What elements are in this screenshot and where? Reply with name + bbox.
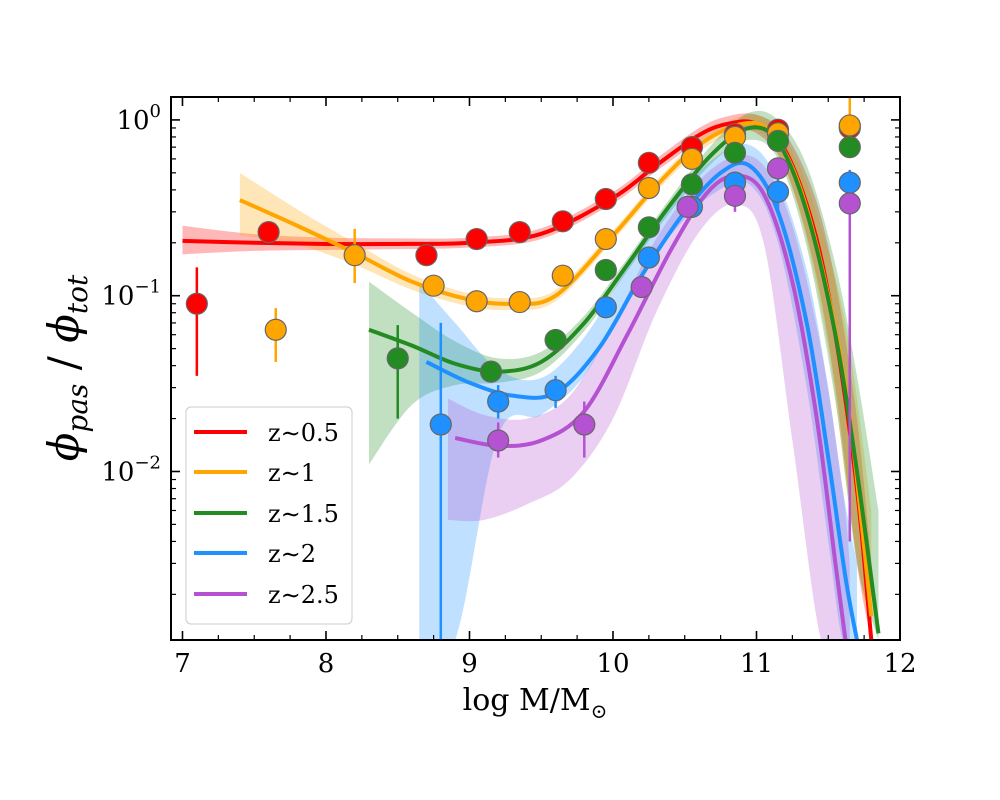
band-z15 bbox=[369, 110, 879, 640]
legend: z∼0.5 z∼1 z∼1.5 z∼2 z∼2.5 bbox=[185, 406, 353, 625]
x-tick-label: 11 bbox=[740, 649, 773, 679]
y-tick-label-base: 10 bbox=[101, 457, 134, 487]
data-point-z2 bbox=[838, 171, 861, 194]
data-point-z1 bbox=[680, 147, 704, 171]
data-point-z2 bbox=[594, 296, 617, 319]
y-axis-title-slash: / bbox=[39, 343, 88, 384]
x-tick-label: 8 bbox=[318, 649, 335, 679]
data-point-z2 bbox=[487, 390, 510, 413]
legend-box bbox=[185, 406, 353, 625]
data-point-z05 bbox=[465, 227, 488, 251]
data-point-z2 bbox=[429, 413, 452, 436]
legend-label: z∼2 bbox=[268, 540, 316, 568]
x-tick-label: 12 bbox=[883, 649, 916, 679]
data-point-z05 bbox=[637, 151, 660, 174]
data-point-z15 bbox=[544, 328, 567, 352]
data-point-z15 bbox=[723, 141, 747, 164]
data-point-z1 bbox=[838, 114, 861, 137]
data-point-z15 bbox=[479, 360, 503, 383]
y-axis-title-sub1: pas bbox=[61, 384, 94, 433]
data-point-z1 bbox=[551, 264, 574, 287]
y-axis-title-sub2: tot bbox=[61, 274, 94, 314]
data-point-z05 bbox=[257, 221, 280, 244]
y-tick-label: 100 bbox=[116, 101, 161, 136]
data-point-z1 bbox=[264, 318, 287, 341]
data-point-z15 bbox=[594, 258, 617, 282]
data-point-z25 bbox=[676, 195, 699, 219]
fit-line-z2 bbox=[425, 160, 859, 640]
data-point-z25 bbox=[630, 275, 653, 299]
data-point-z1 bbox=[422, 274, 445, 297]
y-axis-title-phi: ϕ bbox=[39, 433, 88, 462]
y-tick-label-base: 10 bbox=[101, 282, 134, 312]
legend-item-z05: z∼0.5 bbox=[194, 419, 339, 447]
legend-label: z∼0.5 bbox=[268, 419, 339, 447]
legend-item-z1: z∼1 bbox=[194, 459, 316, 487]
x-tick-label: 7 bbox=[174, 649, 191, 679]
data-point-z15 bbox=[386, 347, 409, 370]
y-tick-label: 10−1 bbox=[101, 277, 161, 312]
data-point-z1 bbox=[594, 227, 617, 251]
x-axis-title: log M/M⊙ bbox=[463, 683, 608, 723]
legend-label: z∼1.5 bbox=[268, 500, 339, 528]
data-point-z1 bbox=[637, 176, 660, 200]
legend-label: z∼2.5 bbox=[268, 581, 339, 609]
legend-label: z∼1 bbox=[268, 459, 316, 487]
data-point-z25 bbox=[766, 157, 790, 180]
data-point-z15 bbox=[838, 136, 861, 159]
data-point-z05 bbox=[551, 210, 574, 233]
legend-item-z15: z∼1.5 bbox=[194, 500, 339, 528]
x-axis-title-main: log M/M bbox=[463, 683, 591, 718]
y-axis-title: ϕpas / ϕtot bbox=[39, 274, 94, 461]
data-point-z15 bbox=[680, 173, 704, 196]
plot-frame bbox=[170, 96, 901, 641]
data-point-z2 bbox=[766, 180, 790, 203]
data-point-z05 bbox=[508, 221, 531, 244]
x-tick-label: 10 bbox=[596, 649, 629, 679]
x-axis-title-sub: ⊙ bbox=[591, 699, 608, 723]
data-point-z1 bbox=[508, 290, 531, 314]
data-point-z2 bbox=[637, 246, 660, 269]
data-point-z25 bbox=[838, 192, 861, 215]
data-point-z25 bbox=[723, 184, 747, 207]
data-points bbox=[185, 114, 861, 452]
x-tick-label: 9 bbox=[461, 649, 478, 679]
y-tick-label-base: 10 bbox=[116, 106, 149, 136]
band-z2 bbox=[419, 144, 857, 640]
data-point-z05 bbox=[415, 244, 438, 267]
y-tick-label-exponent: −1 bbox=[134, 277, 161, 298]
y-axis-title-phi2: ϕ bbox=[39, 314, 88, 343]
y-tick-label-exponent: 0 bbox=[150, 101, 161, 122]
data-point-z25 bbox=[487, 429, 510, 452]
data-point-z05 bbox=[594, 187, 617, 211]
data-point-z15 bbox=[637, 216, 660, 239]
legend-item-z2: z∼2 bbox=[194, 540, 316, 568]
data-point-z1 bbox=[465, 290, 488, 313]
data-point-z05 bbox=[185, 292, 208, 315]
data-point-z15 bbox=[766, 129, 790, 152]
y-tick-label-exponent: −2 bbox=[134, 452, 161, 473]
data-point-z2 bbox=[544, 379, 567, 402]
fit-line-z25 bbox=[454, 173, 848, 640]
legend-item-z25: z∼2.5 bbox=[194, 581, 339, 609]
data-point-z25 bbox=[573, 413, 596, 436]
y-tick-label: 10−2 bbox=[101, 452, 161, 487]
data-point-z1 bbox=[343, 244, 366, 267]
